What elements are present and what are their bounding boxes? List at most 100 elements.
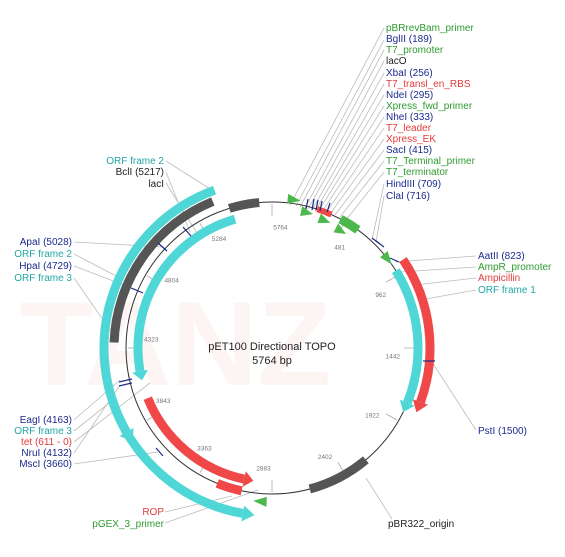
orf-frame-2-top-arc <box>99 185 217 435</box>
label-t7-terminal-primer: T7_Terminal_primer <box>386 156 476 167</box>
ampicillin-arc-arrowhead <box>412 399 428 413</box>
label-pbrrevbam-primer: pBRrevBam_primer <box>386 23 474 34</box>
pgex-3-primer-marker <box>253 496 267 507</box>
tick-label: 962 <box>375 292 386 299</box>
leader-line <box>289 27 385 206</box>
label-xpress-fwd-primer: Xpress_fwd_primer <box>386 101 473 112</box>
t7-terminator-arc <box>338 215 361 234</box>
nrui-site <box>118 378 133 383</box>
bglii-site <box>305 198 309 210</box>
tet-arc-arrowhead <box>242 471 254 487</box>
label-eagi: EagI (4163) <box>20 415 72 426</box>
clai-site <box>375 240 385 248</box>
label-psti: PstI (1500) <box>478 426 527 437</box>
tick-mark <box>386 413 397 421</box>
t7-promoter-marker <box>300 206 313 216</box>
xbai-site <box>311 198 315 211</box>
orf-frame-3-left-arc-arrowhead <box>241 505 255 522</box>
label-xpress-ek: Xpress_EK <box>386 134 436 145</box>
orf-frame-1-arc-arrowhead <box>399 399 415 413</box>
label-hindiii: HindIII (709) <box>386 179 441 190</box>
label-orf-frame-2-top: ORF frame 2 <box>106 156 164 167</box>
tick-label: 2883 <box>256 466 271 473</box>
leader-line <box>325 127 385 214</box>
t7-terminal-primer-marker <box>333 223 347 234</box>
xpress-fwd-primer-marker <box>317 213 331 224</box>
tick-label: 3363 <box>197 445 212 452</box>
tick-label: 2402 <box>318 454 333 461</box>
label-ampicillin: Ampicillin <box>478 273 520 284</box>
left-upper-label-group: ApaI (5028) ORF frame 2 HpaI (4729) ORF … <box>14 237 72 284</box>
leader-line <box>165 160 216 193</box>
tick-label: 5764 <box>273 224 288 231</box>
laci-segment <box>227 198 260 213</box>
right-label-group: AatII (823) AmpR_promoter Ampicillin ORF… <box>388 251 552 530</box>
aatii-site <box>389 257 400 263</box>
leader-line <box>365 477 393 520</box>
leader-line <box>375 195 385 243</box>
leader-line <box>73 399 114 432</box>
label-laci: lacI <box>148 179 164 190</box>
orf-frame-1-arc <box>391 268 423 405</box>
tick-label: 3843 <box>156 398 171 405</box>
eagi-site <box>118 382 133 387</box>
leader-line <box>431 361 477 431</box>
plasmid-name: pET100 Directional TOPO <box>208 341 336 353</box>
leader-line <box>329 138 385 215</box>
label-msci: MscI (3660) <box>19 459 72 470</box>
label-t7-terminator: T7_terminator <box>386 167 449 178</box>
label-orf-frame-2-left: ORF frame 2 <box>14 249 72 260</box>
label-tet: tet (611 - 0) <box>21 437 72 448</box>
label-ndei: NdeI (295) <box>386 90 433 101</box>
leader-line <box>414 277 477 286</box>
label-bcli: BclI (5217) <box>116 167 164 178</box>
label-pbr322-origin: pBR322_origin <box>388 519 454 530</box>
left-lower-label-group: EagI (4163) ORF frame 3 tet (611 - 0) Nr… <box>14 415 72 470</box>
t7-leader-arc <box>316 206 333 218</box>
tick-label: 481 <box>334 245 345 252</box>
leader-line <box>304 60 385 209</box>
orf-frame-2-inner-arc-arrowhead <box>132 369 148 381</box>
feature-arcs <box>99 185 435 522</box>
saci-site <box>326 202 331 213</box>
restriction-site-markers <box>118 198 435 457</box>
orf-frame-2-inner-arc <box>133 214 237 373</box>
ampr-promoter-marker <box>380 250 392 265</box>
label-saci: SacI (415) <box>386 145 432 156</box>
ndei-site <box>315 199 319 211</box>
label-t7-leader: T7_leader <box>386 123 432 134</box>
leader-line <box>339 160 385 218</box>
leader-line <box>314 94 385 212</box>
label-laco: lacO <box>386 56 407 67</box>
leader-line <box>299 49 385 208</box>
label-hpai: HpaI (4729) <box>19 261 72 272</box>
tick-label: 1442 <box>385 353 400 360</box>
leader-line <box>307 72 385 210</box>
label-orf-frame-3-lower: ORF frame 3 <box>14 426 72 437</box>
label-clai: ClaI (716) <box>386 191 430 202</box>
rop-arc <box>215 479 243 496</box>
plasmid-size: 5764 bp <box>252 355 292 367</box>
bottom-left-label-group: ROP pGEX_3_primer <box>92 507 164 530</box>
laci-arc <box>109 197 215 343</box>
leader-lines <box>73 27 477 524</box>
leader-line <box>295 39 385 207</box>
tick-label: 5284 <box>212 236 227 243</box>
msci-site <box>155 447 164 457</box>
top-label-group: pBRrevBam_primer BglII (189) T7_promoter… <box>386 23 476 202</box>
leader-line <box>321 116 385 213</box>
tick-label: 1922 <box>365 413 380 420</box>
label-t7-transl-en-rbs: T7_transl_en_RBS <box>386 79 471 90</box>
watermark-text: TANZ <box>20 277 331 411</box>
label-ampr-promoter: AmpR_promoter <box>478 262 552 273</box>
label-nrui: NruI (4132) <box>21 448 72 459</box>
leader-line <box>165 171 191 233</box>
bcli-site <box>182 226 192 237</box>
label-orf-frame-1: ORF frame 1 <box>478 285 536 296</box>
leader-line <box>419 289 477 301</box>
tick-labels: 5764 481 962 1442 1922 2402 2883 3363 3843 4323 48… <box>144 224 400 472</box>
tick-label: 4804 <box>164 277 179 284</box>
ampicillin-arc <box>399 257 435 404</box>
